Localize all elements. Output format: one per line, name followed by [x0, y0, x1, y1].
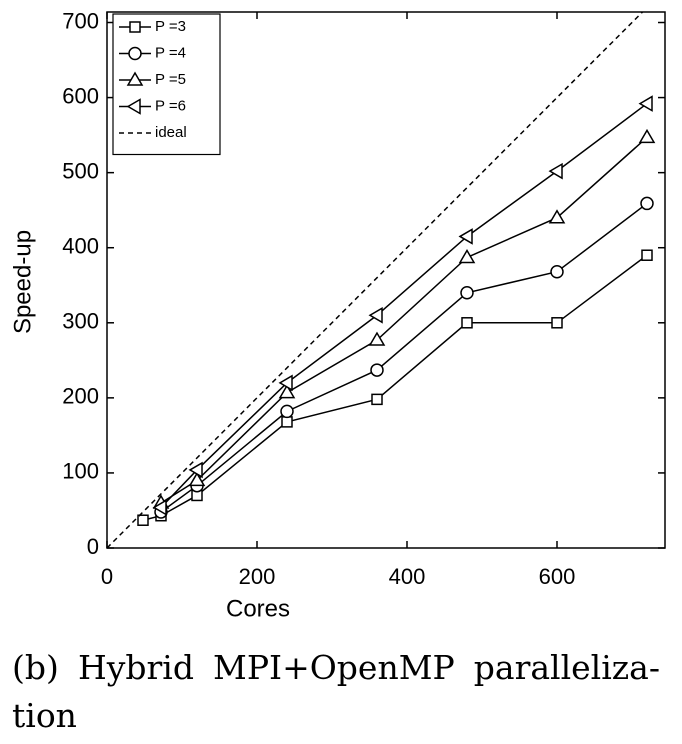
legend-label: P =3 — [155, 18, 186, 35]
series-line — [107, 12, 644, 548]
y-tick-label: 600 — [62, 83, 99, 108]
marker — [458, 228, 473, 245]
marker — [458, 248, 476, 264]
marker — [551, 317, 563, 329]
y-tick-label: 700 — [62, 8, 99, 33]
x-tick-label: 0 — [101, 564, 113, 589]
marker — [280, 404, 294, 419]
chart: Cores Speed-up 0 200 400 600 0 100 200 300 400 50… — [9, 8, 666, 622]
legend-marker — [126, 71, 144, 86]
marker — [371, 393, 383, 406]
legend-marker — [129, 21, 141, 33]
legend-label: P =6 — [155, 97, 186, 114]
series-line — [142, 254, 648, 521]
y-tick-label: 100 — [62, 459, 99, 484]
marker — [152, 499, 167, 516]
legend-marker — [128, 46, 142, 61]
marker — [641, 249, 653, 261]
marker — [461, 317, 473, 329]
y-axis-label: Speed-up — [9, 230, 36, 334]
marker — [550, 264, 564, 279]
marker — [370, 363, 384, 377]
marker — [460, 286, 474, 300]
y-tick-label: 500 — [62, 158, 99, 183]
legend-label: P =5 — [155, 71, 186, 88]
marker — [368, 331, 386, 346]
marker — [368, 306, 383, 324]
caption-line: (b) Hybrid MPI+OpenMP paralleliza- — [12, 648, 660, 687]
series-line — [160, 136, 648, 504]
marker — [278, 374, 293, 392]
legend-marker — [126, 98, 141, 115]
marker — [548, 162, 563, 180]
marker — [638, 95, 653, 112]
x-tick-label: 600 — [539, 564, 576, 589]
marker — [548, 209, 566, 224]
marker — [188, 471, 206, 487]
x-axis-label: Cores — [226, 595, 290, 622]
marker — [278, 384, 296, 399]
marker — [137, 514, 149, 526]
legend-label: ideal — [155, 124, 187, 141]
x-tick-label: 400 — [389, 564, 426, 589]
y-tick-label: 300 — [62, 309, 99, 334]
y-tick-label: 400 — [62, 234, 99, 259]
x-tick-label: 200 — [239, 564, 276, 589]
marker — [281, 416, 293, 428]
y-tick-label: 0 — [87, 534, 99, 559]
plot-frame — [106, 11, 666, 549]
series-line — [160, 102, 648, 508]
marker — [638, 128, 656, 144]
y-tick-label: 200 — [62, 384, 99, 409]
legend-label: P =4 — [155, 44, 186, 61]
marker — [188, 461, 203, 479]
marker — [640, 196, 654, 211]
caption-line: tion — [12, 696, 77, 735]
